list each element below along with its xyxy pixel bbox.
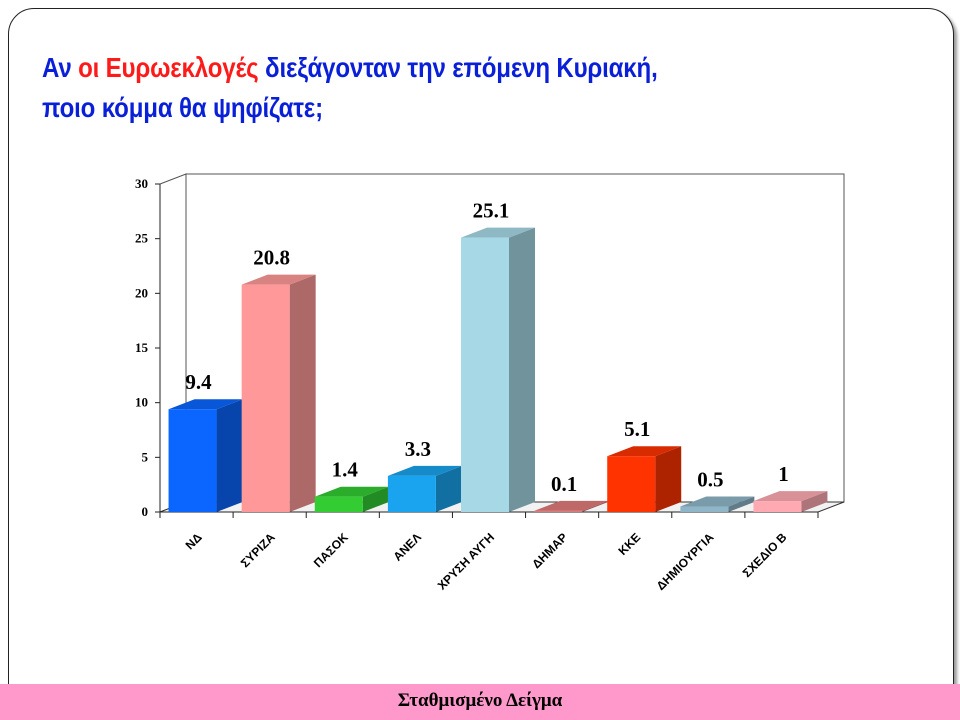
- bar-top: [607, 446, 682, 457]
- x-tick-label: ΣΥΡΙΖΑ: [238, 530, 278, 570]
- y-tick-label: 30: [135, 176, 148, 191]
- bar-front: [680, 506, 729, 512]
- bar-side: [435, 465, 462, 512]
- data-label: 1: [778, 462, 789, 486]
- x-tick-label: ΧΡΥΣΗ ΑΥΓΗ: [435, 530, 497, 592]
- x-tick-label: ΚΚΕ: [616, 530, 644, 558]
- data-label: 9.4: [185, 370, 212, 394]
- bar-front: [387, 475, 436, 512]
- bar-3: [387, 465, 462, 512]
- bar-side: [582, 500, 609, 512]
- bar-2: [314, 486, 389, 512]
- data-label: 0.5: [697, 468, 723, 492]
- data-label: 3.3: [405, 437, 431, 461]
- bar-5: [534, 500, 609, 512]
- bar-front: [168, 409, 217, 512]
- bar-top: [534, 500, 609, 511]
- bar-front: [241, 284, 290, 512]
- y-tick-label: 0: [142, 504, 149, 519]
- data-label: 20.8: [253, 246, 290, 270]
- bar-front: [753, 501, 802, 512]
- bar-8: [753, 491, 828, 512]
- bar-side: [728, 496, 755, 512]
- bar-0: [168, 399, 243, 512]
- bar-6: [607, 446, 682, 512]
- bar-front: [534, 510, 583, 512]
- data-label: 0.1: [551, 472, 577, 496]
- y-tick-label: 5: [142, 449, 149, 464]
- bar-front: [314, 496, 363, 512]
- bar-side: [655, 446, 682, 512]
- x-tick-label: ΔΗΜΑΡ: [529, 530, 570, 571]
- bar-top: [753, 491, 828, 502]
- data-label: 5.1: [624, 417, 650, 441]
- bar-top: [387, 465, 462, 476]
- y-tick-label: 10: [135, 395, 148, 410]
- y-tick-label: 25: [135, 231, 149, 246]
- title-prefix: Αν: [42, 52, 79, 83]
- title-line-2: ποιο κόμμα θα ψηφίζατε;: [42, 92, 323, 123]
- bar-top: [241, 274, 316, 285]
- x-tick-label: ΑΝΕΛ: [391, 530, 424, 563]
- title-suffix: διεξάγονταν την επόμενη Κυριακή,: [258, 52, 658, 83]
- y-tick-label: 20: [135, 285, 148, 300]
- title-highlight: οι Ευρωεκλογές: [78, 52, 259, 83]
- bar-front: [461, 237, 509, 512]
- bar-front: [607, 456, 656, 512]
- x-tick-label: ΔΗΜΙΟΥΡΓΙΑ: [654, 530, 717, 593]
- title-line-1: Αν οι Ευρωεκλογές διεξάγονταν την επόμεν…: [42, 48, 799, 88]
- y-tick-label: 15: [135, 340, 149, 355]
- bar-1: [241, 274, 316, 512]
- data-label: 25.1: [473, 199, 510, 223]
- bar-top: [314, 486, 389, 497]
- bar-side: [509, 227, 535, 512]
- x-tick-label: ΝΔ: [183, 530, 205, 552]
- bar-side: [216, 399, 243, 512]
- bar-side: [289, 274, 316, 512]
- bar-side: [801, 491, 828, 512]
- bar-top: [461, 227, 535, 238]
- bar-4: [461, 227, 535, 512]
- bar-top: [168, 399, 243, 410]
- slide-title: Αν οι Ευρωεκλογές διεξάγονταν την επόμεν…: [42, 48, 799, 128]
- data-label: 1.4: [332, 458, 359, 482]
- bar-side: [362, 486, 389, 512]
- bar-7: [680, 496, 755, 512]
- x-tick-label: ΠΑΣΟΚ: [311, 530, 351, 570]
- bar-top: [680, 496, 755, 507]
- footer-bar: Σταθμισμένο Δείγμα: [0, 684, 960, 720]
- footer-label: Σταθμισμένο Δείγμα: [397, 690, 563, 711]
- x-tick-label: ΣΧΕΔΙΟ Β: [740, 530, 790, 580]
